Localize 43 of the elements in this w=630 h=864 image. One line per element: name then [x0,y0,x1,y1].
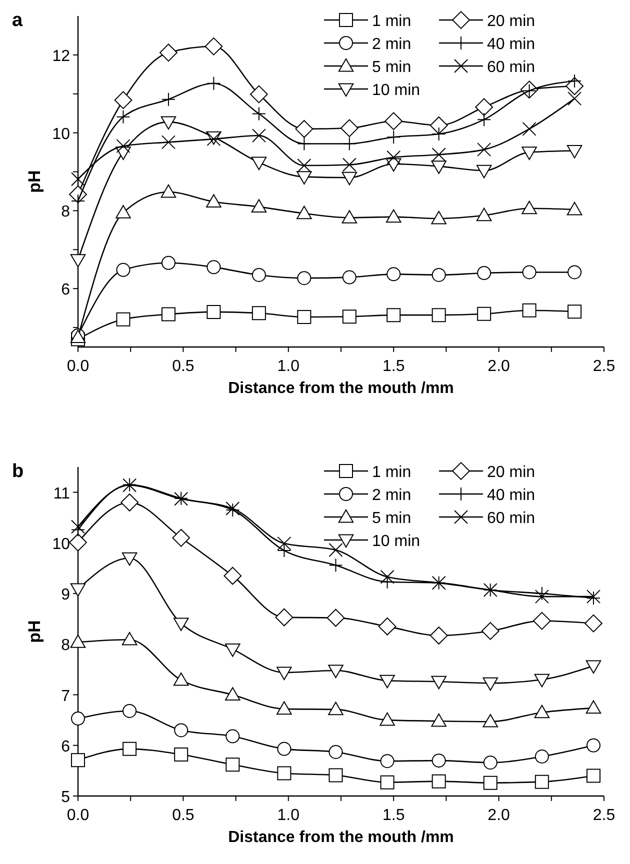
y-tick-label: 10 [52,536,70,553]
legend-label: 2 min [372,487,412,504]
legend-label: 5 min [372,59,412,76]
x-axis-title: Distance from the mouth /mm [228,380,454,397]
y-tick-label: 12 [52,48,70,65]
x-tick-label: 0.5 [172,807,194,824]
y-tick-label: 9 [61,586,70,604]
x-tick-label: 0.0 [66,358,90,375]
y-axis-title: pH [25,620,44,643]
x-tick-label: 2.0 [488,807,510,824]
y-tick-label: 8 [61,637,70,654]
x-tick-label: 0.5 [172,358,194,375]
y-tick-label: 8 [61,204,70,221]
legend-label: 5 min [372,510,412,527]
chart-title: a [12,10,23,31]
y-tick-label: 5 [61,789,70,806]
legend-label: 1 min [372,464,412,481]
x-tick-label: 1.5 [382,358,405,375]
y-tick-label: 6 [61,282,70,299]
x-tick-label: 2.5 [592,358,616,375]
x-tick-label: 2.0 [488,358,510,375]
y-tick-label: 6 [61,738,70,756]
x-axis-title: Distance from the mouth /mm [228,829,454,846]
y-tick-label: 10 [52,126,70,143]
legend-label: 40 min [487,487,536,504]
x-tick-label: 0.0 [66,807,90,824]
x-tick-label: 1.0 [277,358,300,375]
x-tick-label: 1.5 [382,807,405,824]
legend-label: 2 min [372,36,412,53]
chart-title: b [12,461,24,482]
legend-label: 40 min [487,36,536,53]
legend-label: 1 min [372,13,412,30]
legend-label: 20 min [487,464,536,481]
y-axis-title: pH [25,170,44,193]
legend-label: 60 min [487,510,536,527]
y-tick-label: 7 [61,688,70,705]
legend-label: 60 min [487,59,536,76]
legend-label: 20 min [487,13,536,30]
legend-label: 10 min [372,533,420,550]
y-tick-label: 11 [53,485,70,502]
legend-label: 10 min [372,82,420,99]
x-tick-label: 1.0 [277,807,300,824]
x-tick-label: 2.5 [592,807,616,824]
